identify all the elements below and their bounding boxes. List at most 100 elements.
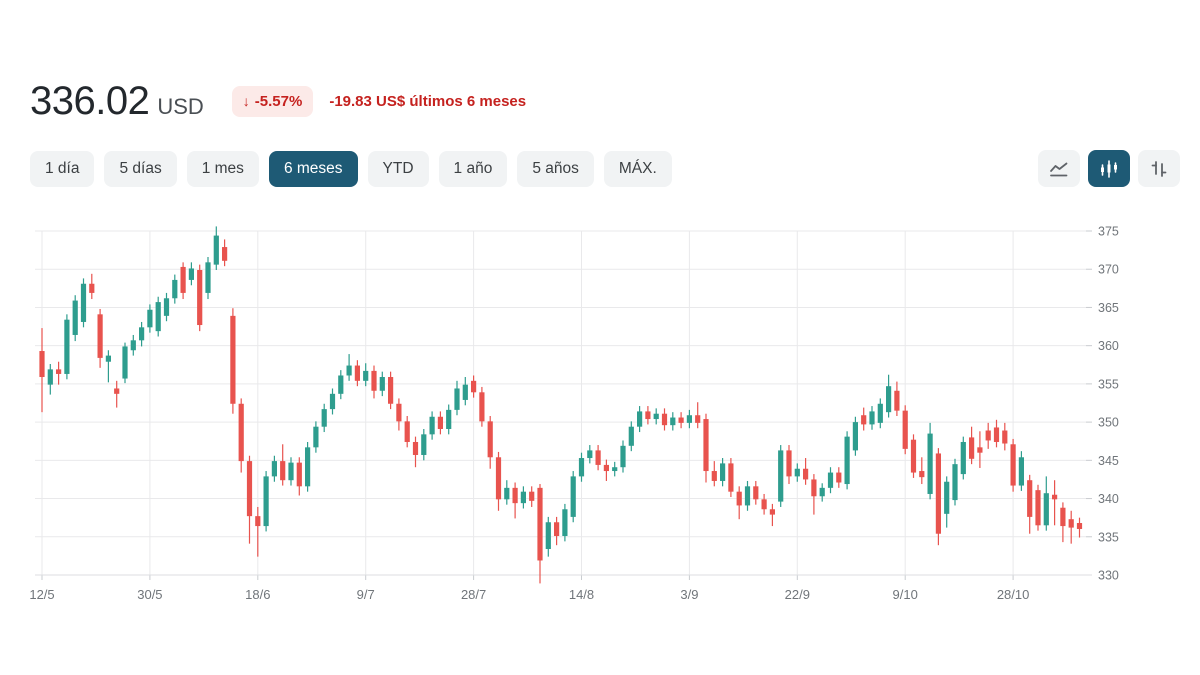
candlestick	[97, 308, 103, 368]
candlestick	[736, 486, 742, 520]
candlestick	[180, 262, 186, 300]
candlestick	[446, 404, 452, 435]
range-button-1-dia[interactable]: 1 día	[30, 150, 95, 187]
change-text: -19.83 US$ últimos 6 meses	[329, 92, 527, 110]
candlestick	[396, 398, 402, 431]
candlestick	[454, 380, 460, 416]
candlestick	[388, 371, 394, 410]
y-axis-label: 340	[1098, 492, 1119, 506]
candlestick	[130, 334, 136, 356]
candlestick	[869, 406, 875, 430]
candlestick	[769, 503, 775, 527]
candlestick	[462, 377, 468, 406]
candlestick	[479, 386, 485, 427]
x-axis-label: 28/7	[461, 587, 486, 602]
range-selector: 1 día 5 días 1 mes 6 meses YTD 1 año 5 a…	[30, 150, 672, 187]
candlestick	[288, 457, 294, 486]
candlestick	[255, 506, 261, 557]
candlestick	[321, 403, 327, 433]
y-axis-label: 345	[1098, 454, 1119, 468]
candlestick	[329, 388, 336, 415]
candlestick	[305, 441, 311, 492]
candlestick	[1043, 476, 1049, 531]
candlestick	[720, 458, 726, 487]
candlestick	[72, 295, 78, 342]
candlestick	[80, 278, 87, 328]
candlestick	[363, 363, 369, 387]
candlestick	[172, 274, 178, 304]
candlestick	[686, 409, 692, 429]
candlestick	[246, 455, 253, 544]
candlestick	[1068, 510, 1074, 544]
finance-widget: 336.02 USD ↓ -5.57% -19.83 US$ últimos 6…	[30, 78, 1180, 614]
candlestick	[89, 273, 95, 300]
candlestick	[695, 402, 701, 429]
candlestick	[545, 516, 551, 557]
candlestick	[977, 431, 983, 468]
candlestick	[861, 407, 867, 431]
x-axis-label: 9/10	[893, 587, 918, 602]
range-button-1-ano[interactable]: 1 año	[438, 150, 508, 187]
price-value: 336.02	[30, 78, 150, 123]
ohlc-bars-button[interactable]	[1138, 150, 1180, 187]
candlestick	[537, 484, 543, 584]
candlestick	[670, 412, 676, 431]
candlestick	[263, 471, 269, 532]
x-axis-label: 28/10	[997, 587, 1030, 602]
candlestick	[562, 503, 568, 542]
candlestick	[919, 457, 925, 485]
candlestick	[902, 405, 908, 455]
candlestick	[213, 226, 219, 270]
candlestick	[578, 452, 585, 482]
price-chart[interactable]: 375 370 365 360 355 350 345 340 335 330 12/5 30/5 18…	[30, 209, 1180, 614]
candlestick	[836, 467, 842, 488]
candlestick	[230, 308, 236, 414]
candlestick	[993, 419, 1000, 448]
candlestick	[554, 516, 560, 546]
candlestick	[238, 398, 244, 473]
range-button-5-dias[interactable]: 5 días	[104, 150, 177, 187]
range-button-1-mes[interactable]: 1 mes	[186, 150, 259, 187]
candlestick	[155, 296, 161, 337]
candlestick	[786, 445, 792, 485]
candlestick	[39, 328, 45, 413]
candlestick	[404, 415, 410, 448]
candlestick	[944, 476, 950, 528]
candlestick	[163, 292, 170, 322]
candlestick	[512, 482, 518, 519]
candlestick	[852, 416, 858, 456]
candlestick-icon	[1101, 159, 1117, 178]
candlestick	[703, 413, 709, 483]
y-axis-label: 335	[1098, 530, 1119, 544]
x-axis-label: 3/9	[680, 587, 698, 602]
candlestick	[620, 440, 626, 473]
y-axis-label: 370	[1098, 263, 1119, 277]
candlestick	[969, 426, 975, 465]
candlestick	[645, 406, 651, 425]
candlestick	[188, 262, 194, 286]
line-chart-button[interactable]	[1038, 150, 1080, 187]
candlestick	[661, 408, 668, 431]
range-button-ytd[interactable]: YTD	[367, 150, 429, 187]
candlestick	[678, 412, 684, 429]
range-button-max[interactable]: MÁX.	[603, 150, 672, 187]
candlestick	[379, 371, 385, 397]
candlestick	[603, 459, 609, 481]
candlestick	[346, 354, 352, 381]
candlestick	[313, 421, 319, 453]
candlestick	[819, 483, 825, 502]
range-button-5-anos[interactable]: 5 años	[517, 150, 594, 187]
y-axis-label: 365	[1098, 301, 1119, 315]
down-arrow-icon: ↓	[242, 93, 250, 109]
y-axis-label: 355	[1098, 377, 1119, 391]
candlestick-chart-button[interactable]	[1088, 150, 1130, 187]
candlestick	[744, 480, 751, 511]
candlestick	[122, 342, 128, 384]
candlestick	[910, 434, 917, 478]
candlestick	[778, 445, 784, 507]
x-axis-label: 12/5	[30, 587, 55, 602]
candlestick	[728, 458, 734, 498]
candlestick	[296, 457, 302, 496]
range-button-6-meses[interactable]: 6 meses	[268, 150, 358, 187]
candlestick	[271, 455, 277, 482]
